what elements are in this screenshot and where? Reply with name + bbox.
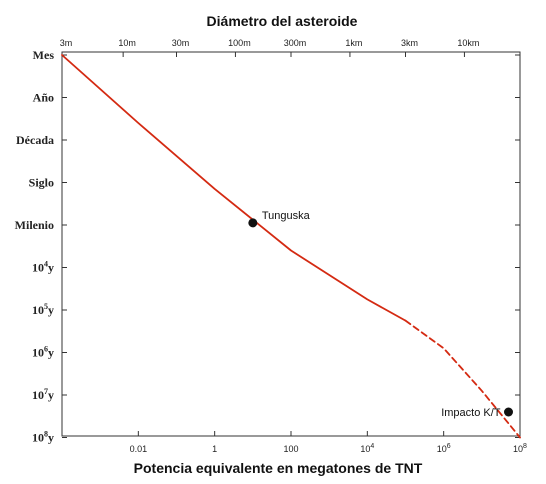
y-tick-label: Mes: [33, 48, 55, 62]
top-tick-label: 3km: [401, 38, 418, 48]
annotation-marker: [504, 407, 514, 417]
x-axis-label: Potencia equivalente en megatones de TNT: [134, 460, 423, 476]
y-tick-label: 107y: [32, 387, 54, 402]
y-tick-label: 108y: [32, 430, 54, 445]
annotation-label: Impacto K/T: [441, 407, 501, 419]
y-tick-label: Año: [33, 91, 54, 105]
top-tick-label: 10km: [457, 38, 479, 48]
y-tick-label: 105y: [32, 302, 54, 317]
series-line-dashed: [404, 319, 521, 439]
x-tick-label: 1: [212, 444, 217, 454]
plot-area: Mes Año Década Siglo Milenio 104y 105y 106y 107y…: [15, 38, 527, 454]
x-tick-label: 104: [360, 443, 374, 454]
top-tick-label: 1km: [345, 38, 362, 48]
x-tick-label: 106: [437, 443, 451, 454]
top-tick-label: 30m: [172, 38, 190, 48]
x-tick-label: 108: [513, 443, 527, 454]
y-tick-label: Década: [16, 133, 54, 147]
y-tick-label: Milenio: [15, 218, 54, 232]
y-tick-label: Siglo: [29, 176, 54, 190]
y-tick-label: 106y: [32, 345, 54, 360]
annotation-marker: [248, 218, 258, 228]
plot-frame: [61, 51, 521, 437]
x-tick-label: 100: [283, 444, 298, 454]
top-tick-label: 100m: [228, 38, 251, 48]
top-tick-label: 3m: [60, 38, 73, 48]
x-tick-label: 0.01: [130, 444, 148, 454]
annotation-label: Tunguska: [262, 210, 311, 222]
chart-title: Diámetro del asteroide: [207, 13, 358, 29]
y-tick-label: 104y: [32, 260, 54, 275]
series-line-solid: [61, 54, 407, 322]
top-tick-label: 10m: [118, 38, 136, 48]
top-tick-label: 300m: [284, 38, 307, 48]
